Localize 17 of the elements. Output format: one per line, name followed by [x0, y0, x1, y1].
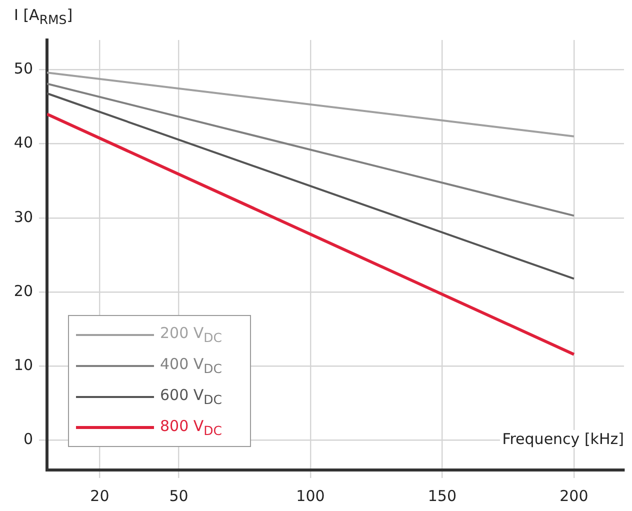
x-tick-label: 100: [296, 486, 325, 505]
y-tick-label: 50: [14, 60, 33, 78]
y-tick-label: 40: [14, 134, 33, 152]
y-tick-label: 30: [14, 208, 33, 226]
y-axis-title: I [A$_{RMS}$]: [14, 6, 73, 27]
x-tick-label: 20: [90, 486, 110, 505]
x-tick-label: 50: [169, 486, 188, 505]
y-tick-label: 20: [14, 282, 33, 300]
y-tick-label: 0: [23, 430, 33, 448]
x-axis-title: Frequency [kHz]: [500, 430, 626, 448]
x-tick-label: 200: [560, 486, 588, 505]
text: 600 V$_{DC}$: [160, 386, 222, 407]
y-tick-label: 10: [14, 356, 33, 374]
x-tick-label: 150: [428, 486, 457, 505]
text: 200 V$_{DC}$: [160, 324, 222, 345]
text: 800 V$_{DC}$: [160, 417, 222, 438]
text: 400 V$_{DC}$: [160, 355, 222, 376]
